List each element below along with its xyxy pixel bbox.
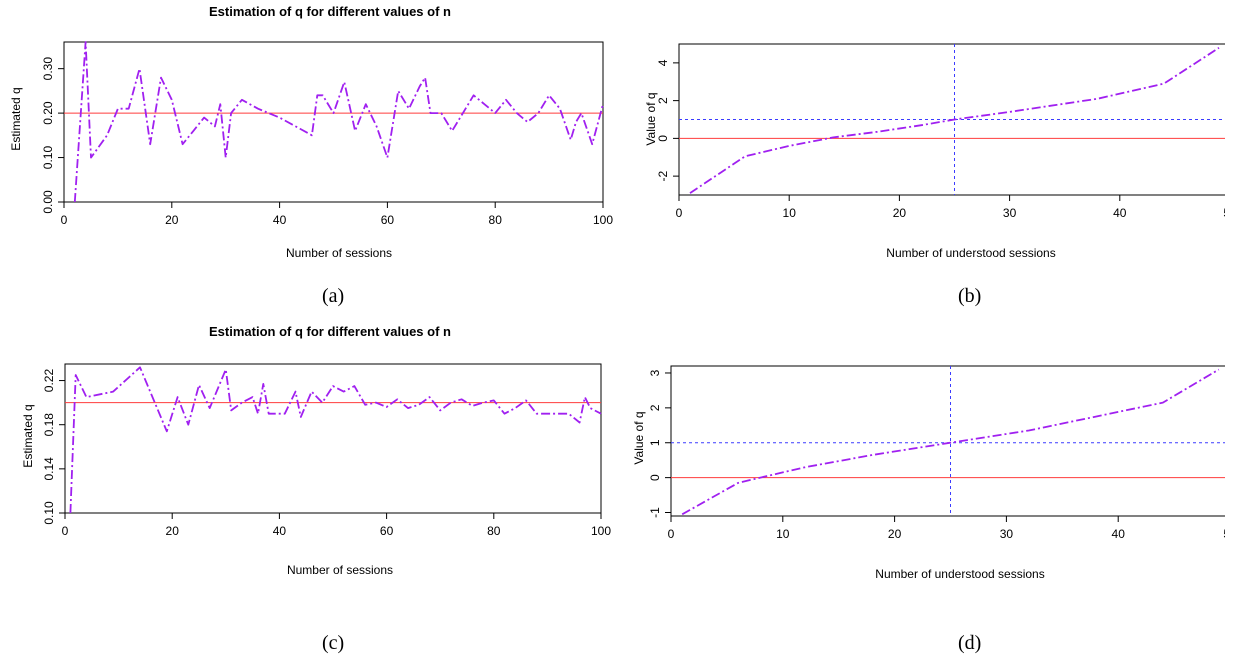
caption-b: (b) (958, 285, 982, 307)
chart-d: Number of understood sessions Value of q… (632, 365, 1225, 581)
chart-a: Estimation of q for different values of … (9, 4, 613, 260)
y-tick-label: 1 (648, 439, 662, 446)
y-tick-label: 0.10 (41, 146, 55, 170)
x-tick-label: 10 (776, 527, 790, 541)
x-axis-label: Number of understood sessions (886, 246, 1055, 260)
x-tick-label: 20 (893, 206, 907, 220)
y-tick-label: -2 (656, 170, 670, 181)
x-tick-label: 80 (489, 213, 503, 227)
caption-c: (c) (322, 632, 345, 654)
x-tick-label: 0 (676, 206, 683, 220)
chart-b: Number of understood sessions Value of q… (644, 43, 1225, 260)
x-tick-label: 40 (273, 524, 287, 538)
x-tick-label: 20 (166, 524, 180, 538)
x-axis-label: Number of sessions (286, 246, 392, 260)
x-tick-label: 50 (1223, 206, 1225, 220)
x-axis-label: Number of understood sessions (875, 567, 1044, 581)
y-tick-label: 0.20 (41, 101, 55, 125)
y-tick-label: 2 (656, 97, 670, 104)
series-line (69, 366, 602, 514)
chart-c: Estimation of q for different values of … (21, 324, 611, 577)
chart-title: Estimation of q for different values of … (209, 4, 451, 19)
x-tick-label: 20 (888, 527, 902, 541)
y-tick-label: 0.22 (42, 369, 56, 393)
x-tick-label: 30 (1003, 206, 1017, 220)
x-axis-label: Number of sessions (287, 563, 393, 577)
series-line (689, 47, 1220, 194)
x-tick-label: 0 (62, 524, 69, 538)
y-tick-label: 0 (656, 135, 670, 142)
plot-frame (63, 41, 604, 203)
y-axis-label: Value of q (644, 92, 658, 145)
y-tick-label: 4 (656, 59, 670, 66)
y-tick-label: 2 (648, 404, 662, 411)
x-tick-label: 0 (61, 213, 68, 227)
plot-frame (64, 363, 602, 514)
series-line (73, 41, 604, 203)
y-tick-label: -1 (648, 507, 662, 518)
x-tick-label: 100 (593, 213, 613, 227)
y-tick-label: 0.14 (42, 457, 56, 481)
x-tick-label: 60 (380, 524, 394, 538)
x-tick-label: 100 (591, 524, 611, 538)
caption-d: (d) (958, 632, 982, 654)
y-axis-label: Estimated q (9, 87, 23, 150)
series-line (681, 368, 1220, 516)
x-tick-label: 20 (165, 213, 179, 227)
x-tick-label: 80 (487, 524, 501, 538)
y-tick-label: 3 (648, 369, 662, 376)
caption-a: (a) (322, 285, 345, 307)
x-tick-label: 10 (783, 206, 797, 220)
plot-frame (670, 365, 1225, 517)
y-tick-label: 0 (648, 474, 662, 481)
chart-title: Estimation of q for different values of … (209, 324, 451, 339)
y-axis-label: Value of q (632, 411, 646, 464)
x-tick-label: 60 (381, 213, 395, 227)
x-tick-label: 40 (273, 213, 287, 227)
y-axis-label: Estimated q (21, 404, 35, 467)
y-tick-label: 0.10 (42, 501, 56, 525)
x-tick-label: 30 (1000, 527, 1014, 541)
y-tick-label: 0.30 (41, 57, 55, 81)
x-tick-label: 50 (1223, 527, 1225, 541)
x-tick-label: 40 (1112, 527, 1126, 541)
y-tick-label: 0.00 (41, 190, 55, 214)
x-tick-label: 0 (668, 527, 675, 541)
y-tick-label: 0.18 (42, 413, 56, 437)
x-tick-label: 40 (1113, 206, 1127, 220)
